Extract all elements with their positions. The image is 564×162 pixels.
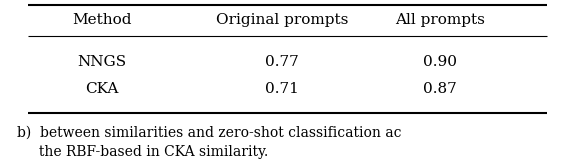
- Text: CKA: CKA: [85, 82, 118, 96]
- Text: NNGS: NNGS: [77, 55, 126, 69]
- Text: 0.77: 0.77: [265, 55, 299, 69]
- Text: b)  between similarities and zero-shot classification ac: b) between similarities and zero-shot cl…: [17, 126, 402, 140]
- Text: the RBF-based in CKA similarity.: the RBF-based in CKA similarity.: [17, 145, 268, 159]
- Text: 0.90: 0.90: [423, 55, 457, 69]
- Text: 0.87: 0.87: [423, 82, 457, 96]
- Text: All prompts: All prompts: [395, 13, 485, 27]
- Text: Original prompts: Original prompts: [216, 13, 348, 27]
- Text: Method: Method: [72, 13, 131, 27]
- Text: 0.71: 0.71: [265, 82, 299, 96]
